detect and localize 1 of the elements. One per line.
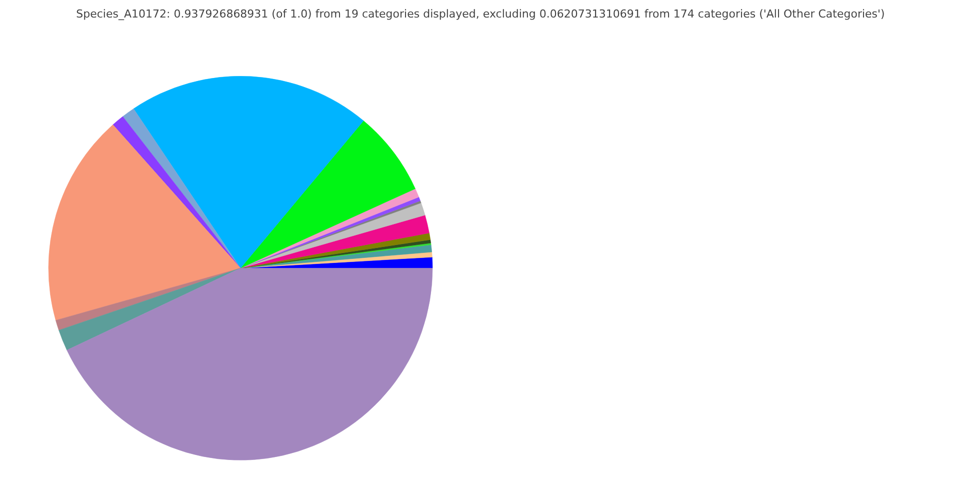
text: Species_A10172: 0.937926868931 (of 1.0) from 19 categories displayed, excluding 0.0620731310691 from 174 categories ('All Other Categories') xyxy=(76,8,885,20)
